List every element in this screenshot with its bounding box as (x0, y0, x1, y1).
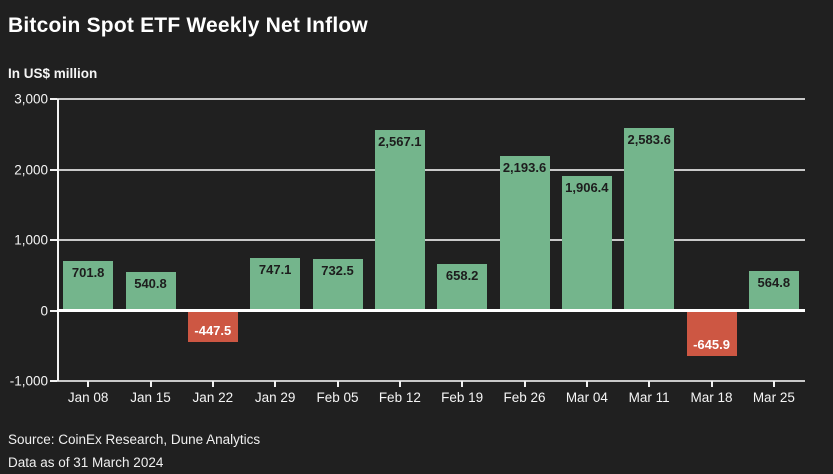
x-tick-label: Mar 04 (565, 390, 608, 405)
y-axis-tick (50, 309, 57, 312)
chart-footer: Source: CoinEx Research, Dune Analytics … (8, 428, 260, 474)
x-tick-label: Feb 19 (441, 390, 484, 405)
bar-jan-22: -447.5 (187, 310, 238, 343)
bar-value-label: 564.8 (757, 274, 791, 290)
bar-jan-15: 540.8 (125, 272, 176, 311)
x-tick-label: Feb 26 (503, 390, 546, 405)
y-axis-tick (50, 168, 57, 171)
bar-value-label: 701.8 (71, 265, 105, 281)
bar-value-label: 2,567.1 (378, 133, 422, 149)
bar-jan-29: 747.1 (250, 257, 301, 311)
x-tick-label: Feb 12 (378, 390, 421, 405)
bar-mar-04: 1,906.4 (561, 176, 612, 311)
y-axis-tick (50, 239, 57, 241)
bar-value-label: 747.1 (258, 261, 292, 277)
data-date-text: Data as of 31 March 2024 (8, 455, 164, 470)
bar-mar-18: -645.9 (686, 310, 737, 357)
x-axis-tick (523, 381, 526, 387)
bar-value-label: 1,906.4 (565, 180, 609, 196)
x-tick-label: Mar 25 (752, 390, 795, 405)
x-axis-tick (336, 381, 339, 387)
bar-mar-11: 2,583.6 (624, 128, 675, 311)
x-axis-tick (398, 381, 401, 387)
gridline-y-2,000 (57, 168, 805, 171)
x-tick-label: Mar 18 (690, 390, 733, 405)
x-axis-tick (461, 381, 464, 387)
y-axis-line (57, 99, 59, 381)
y-axis-tick (50, 380, 57, 382)
chart-subtitle: In US$ million (8, 66, 98, 81)
x-tick-label: Mar 11 (628, 390, 670, 405)
bar-value-label: -447.5 (194, 323, 232, 339)
x-tick-label: Jan 22 (192, 390, 234, 405)
x-axis-tick (87, 381, 90, 387)
y-tick-label: -1,000 (9, 373, 48, 389)
zero-baseline (57, 309, 805, 312)
gridline-y-3,000 (57, 98, 805, 100)
x-tick-label: Jan 29 (254, 390, 296, 405)
bar-feb-05: 732.5 (312, 258, 363, 311)
gridline-y-1,000 (57, 239, 805, 241)
x-axis-tick (772, 381, 775, 387)
bar-jan-08: 701.8 (63, 261, 114, 311)
bar-value-label: 658.2 (445, 268, 479, 284)
bar-feb-26: 2,193.6 (499, 155, 550, 311)
y-axis-tick (50, 98, 57, 100)
x-axis-tick (710, 381, 713, 387)
bar-feb-12: 2,567.1 (374, 129, 425, 311)
x-tick-label: Jan 15 (130, 390, 171, 405)
x-tick-label: Feb 05 (316, 390, 359, 405)
x-axis-tick (585, 381, 588, 387)
x-axis-tick (274, 381, 277, 387)
bar-value-label: -645.9 (693, 337, 730, 353)
gridline-y--1,000 (57, 380, 805, 382)
bar-mar-25: 564.8 (748, 270, 799, 311)
y-tick-label: 2,000 (14, 162, 48, 177)
chart-title: Bitcoin Spot ETF Weekly Net Inflow (8, 14, 368, 37)
bar-value-label: 732.5 (321, 262, 354, 278)
y-tick-label: 3,000 (14, 91, 48, 107)
x-axis-tick (648, 381, 651, 387)
x-axis-tick (149, 381, 152, 387)
y-tick-label: 1,000 (14, 232, 48, 248)
x-tick-label: Jan 08 (67, 390, 109, 405)
y-tick-label: 0 (40, 303, 48, 318)
bar-value-label: 2,583.6 (627, 132, 671, 148)
bar-feb-19: 658.2 (437, 264, 488, 311)
bar-value-label: 540.8 (134, 276, 167, 292)
x-axis-tick (211, 381, 214, 387)
source-text: Source: CoinEx Research, Dune Analytics (8, 432, 261, 447)
bar-value-label: 2,193.6 (502, 159, 547, 175)
